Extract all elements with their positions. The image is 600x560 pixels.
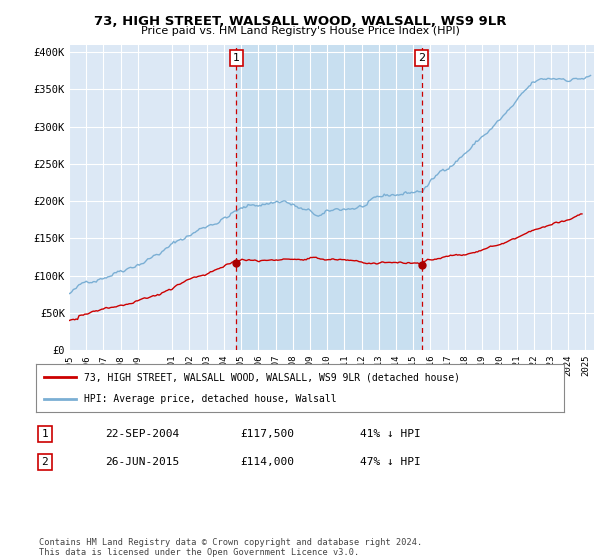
Text: 1: 1 [41,429,49,439]
Text: 73, HIGH STREET, WALSALL WOOD, WALSALL, WS9 9LR (detached house): 73, HIGH STREET, WALSALL WOOD, WALSALL, … [83,372,460,382]
Text: 2: 2 [41,457,49,467]
Text: 22-SEP-2004: 22-SEP-2004 [105,429,179,439]
Text: 1: 1 [233,53,240,63]
Text: £117,500: £117,500 [240,429,294,439]
Bar [236,45,422,350]
Text: Contains HM Land Registry data © Crown copyright and database right 2024.
This d: Contains HM Land Registry data © Crown c… [39,538,422,557]
Text: 41% ↓ HPI: 41% ↓ HPI [360,429,421,439]
Text: Price paid vs. HM Land Registry's House Price Index (HPI): Price paid vs. HM Land Registry's House … [140,26,460,36]
Text: 26-JUN-2015: 26-JUN-2015 [105,457,179,467]
Text: 73, HIGH STREET, WALSALL WOOD, WALSALL, WS9 9LR: 73, HIGH STREET, WALSALL WOOD, WALSALL, … [94,15,506,27]
Text: £114,000: £114,000 [240,457,294,467]
Text: 47% ↓ HPI: 47% ↓ HPI [360,457,421,467]
Text: HPI: Average price, detached house, Walsall: HPI: Average price, detached house, Wals… [83,394,336,404]
Text: 2: 2 [418,53,425,63]
